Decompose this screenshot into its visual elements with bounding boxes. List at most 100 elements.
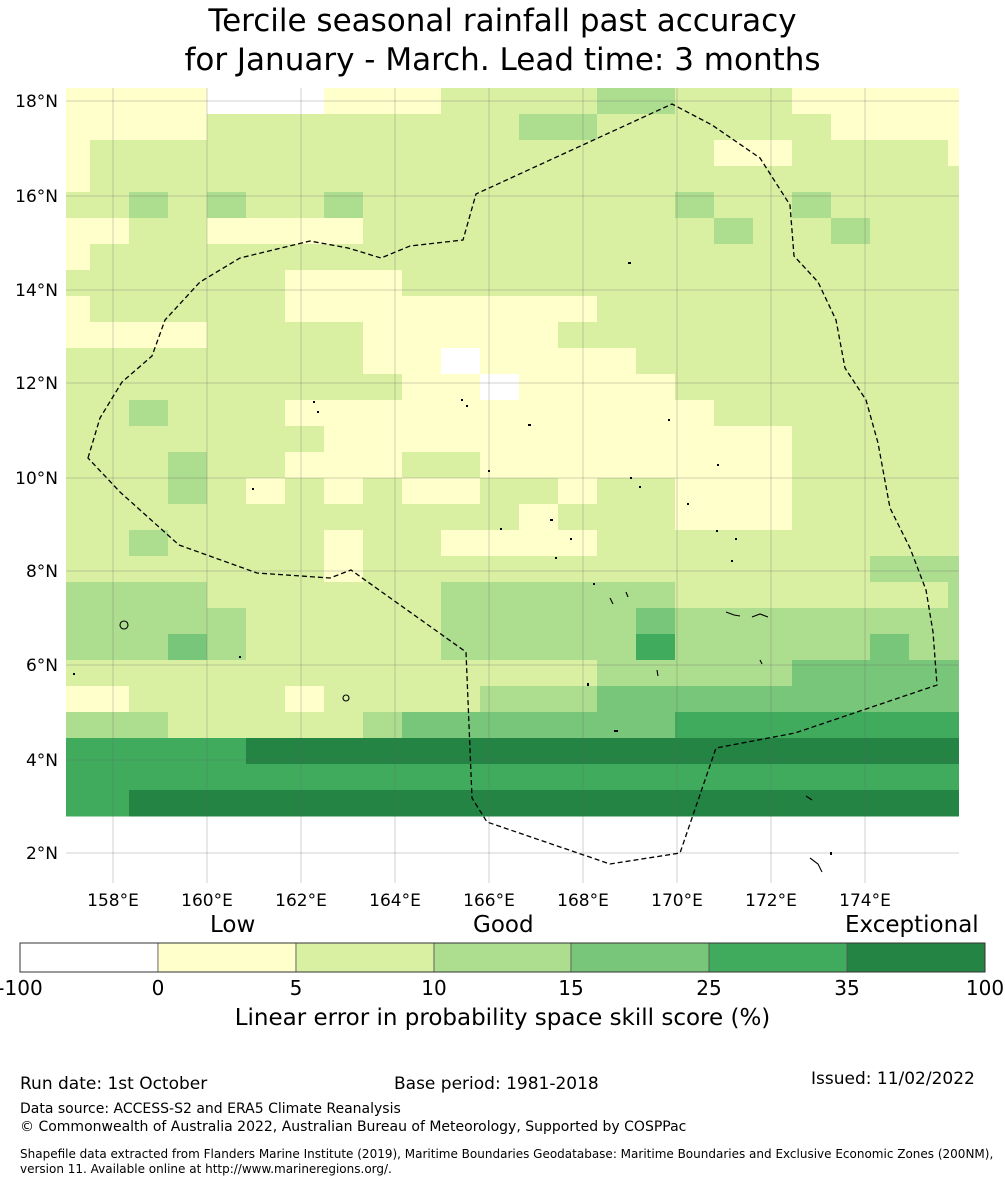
skill-cell [753, 400, 793, 427]
skill-cell [363, 296, 403, 323]
skill-cell [636, 478, 676, 505]
skill-cell [168, 270, 208, 297]
skill-cell [948, 166, 959, 193]
skill-cell [870, 192, 910, 219]
skill-cell [714, 738, 754, 765]
skill-cell [480, 608, 520, 635]
skill-cell [129, 348, 169, 375]
skill-cell [948, 322, 959, 349]
skill-cell [324, 452, 364, 479]
skill-cell [66, 686, 91, 713]
skill-cell [480, 660, 520, 687]
skill-cell [675, 790, 715, 817]
latitude-tick-label: 18°N [15, 92, 58, 112]
skill-cell [675, 244, 715, 271]
skill-cell [402, 686, 442, 713]
skill-cell [792, 660, 832, 687]
skill-cell [753, 348, 793, 375]
skill-cell [675, 400, 715, 427]
skill-cell [948, 556, 959, 583]
colorbar-segment [19, 942, 159, 973]
longitude-tick-label: 168°E [557, 891, 609, 911]
skill-cell [246, 582, 286, 609]
skill-cell [831, 244, 871, 271]
skill-cell [324, 244, 364, 271]
latitude-tick-label: 14°N [15, 281, 58, 301]
skill-cell [441, 790, 481, 817]
skill-cell [66, 712, 91, 739]
skill-cell [441, 218, 481, 245]
skill-cell [90, 764, 130, 791]
skill-cell [207, 114, 247, 141]
skill-cell [909, 504, 949, 531]
skill-cell [246, 244, 286, 271]
skill-cell [753, 218, 793, 245]
skill-cell [402, 660, 442, 687]
skill-cell [831, 348, 871, 375]
skill-cell [558, 478, 598, 505]
skill-cell [948, 452, 959, 479]
skill-cell [129, 166, 169, 193]
skill-cell [675, 114, 715, 141]
skill-cell [597, 634, 637, 661]
colorbar-segment [157, 942, 297, 973]
skill-cell [597, 166, 637, 193]
skill-cell [246, 296, 286, 323]
skill-cell [519, 244, 559, 271]
skill-cell [636, 426, 676, 453]
skill-cell [753, 296, 793, 323]
colorbar-tick: 100 [965, 976, 1005, 1000]
data-source: Data source: ACCESS-S2 and ERA5 Climate … [20, 1101, 401, 1117]
skill-cell [519, 348, 559, 375]
skill-cell [831, 400, 871, 427]
skill-cell [246, 166, 286, 193]
skill-cell [909, 244, 949, 271]
skill-cell [597, 426, 637, 453]
skill-cell [948, 686, 959, 713]
skill-cell [66, 374, 91, 401]
skill-cell [597, 452, 637, 479]
skill-cell [870, 634, 910, 661]
skill-cell [870, 504, 910, 531]
colorbar-frame [19, 942, 986, 973]
skill-cell [480, 348, 520, 375]
skill-cell [792, 374, 832, 401]
skill-cell [753, 140, 793, 167]
skill-cell [66, 478, 91, 505]
skill-cell [714, 400, 754, 427]
skill-cell [831, 556, 871, 583]
skill-cell [90, 426, 130, 453]
skill-cell [129, 738, 169, 765]
skill-cell [636, 686, 676, 713]
skill-cell [168, 660, 208, 687]
skill-cell [480, 192, 520, 219]
skill-cell [909, 348, 949, 375]
skill-cell [129, 608, 169, 635]
skill-cell [636, 530, 676, 557]
skill-cell [90, 634, 130, 661]
skill-cell [168, 452, 208, 479]
skill-cell [831, 790, 871, 817]
skill-cell [207, 140, 247, 167]
skill-cell [987, 218, 1005, 245]
skill-cell [285, 504, 325, 531]
skill-cell [948, 426, 959, 453]
skill-cell [636, 322, 676, 349]
skill-cell [402, 270, 442, 297]
skill-cell [597, 790, 637, 817]
skill-cell [753, 322, 793, 349]
skill-cell [831, 686, 871, 713]
skill-cell [246, 738, 286, 765]
skill-grid [66, 88, 1005, 817]
skill-cell [987, 140, 1005, 167]
skill-cell [285, 738, 325, 765]
skill-cell [129, 582, 169, 609]
skill-cell [480, 322, 520, 349]
skill-cell [987, 582, 1005, 609]
skill-cell [792, 608, 832, 635]
skill-cell [831, 296, 871, 323]
skill-cell [636, 374, 676, 401]
skill-cell [168, 192, 208, 219]
skill-cell [519, 218, 559, 245]
